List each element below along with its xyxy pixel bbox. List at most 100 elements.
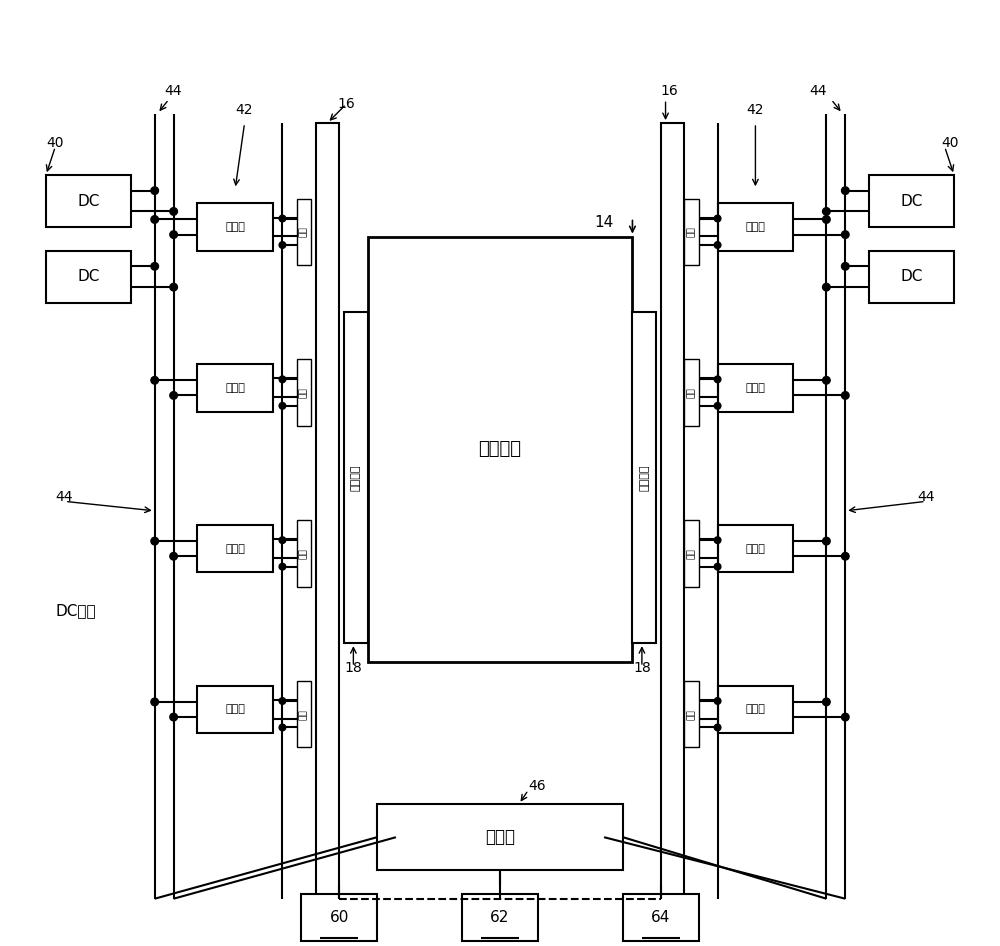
- Text: 电梯轿廂: 电梯轿廂: [479, 440, 522, 459]
- Bar: [869, 175, 954, 227]
- Text: 定子: 定子: [687, 548, 696, 559]
- Circle shape: [714, 242, 721, 249]
- Circle shape: [279, 377, 286, 383]
- Text: 62: 62: [490, 910, 510, 925]
- Text: 42: 42: [746, 102, 763, 116]
- Circle shape: [151, 377, 158, 384]
- Text: 44: 44: [918, 490, 935, 504]
- Bar: [297, 681, 311, 747]
- Circle shape: [279, 537, 286, 543]
- Text: 定子: 定子: [299, 709, 308, 720]
- Circle shape: [151, 187, 158, 195]
- Circle shape: [823, 284, 830, 291]
- Bar: [297, 359, 311, 426]
- Text: 40: 40: [941, 135, 959, 149]
- Bar: [368, 236, 632, 662]
- Text: 44: 44: [55, 490, 73, 504]
- Bar: [661, 123, 684, 899]
- Text: 控制器: 控制器: [485, 828, 515, 847]
- Bar: [197, 364, 273, 412]
- Bar: [632, 312, 656, 643]
- Bar: [718, 203, 793, 251]
- Text: 18: 18: [633, 660, 651, 674]
- Circle shape: [151, 698, 158, 706]
- Text: 驱动器: 驱动器: [745, 222, 765, 232]
- Text: DC: DC: [77, 270, 100, 284]
- Text: 44: 44: [164, 83, 182, 97]
- Circle shape: [170, 208, 177, 216]
- Circle shape: [823, 537, 830, 545]
- Bar: [197, 525, 273, 572]
- Text: DC: DC: [77, 194, 100, 208]
- Bar: [623, 894, 699, 941]
- Circle shape: [842, 552, 849, 560]
- Text: 定子: 定子: [687, 226, 696, 237]
- Bar: [301, 894, 377, 941]
- Text: 定子: 定子: [299, 226, 308, 237]
- Text: 18: 18: [344, 660, 362, 674]
- Circle shape: [151, 537, 158, 545]
- Circle shape: [170, 231, 177, 238]
- Bar: [718, 686, 793, 733]
- Text: 定子: 定子: [299, 387, 308, 398]
- Circle shape: [842, 231, 849, 238]
- Bar: [684, 681, 699, 747]
- Bar: [316, 123, 339, 899]
- Text: 驱动器: 驱动器: [225, 383, 245, 393]
- Circle shape: [714, 725, 721, 730]
- Circle shape: [279, 698, 286, 704]
- Bar: [869, 251, 954, 303]
- Text: 驱动器: 驱动器: [745, 544, 765, 553]
- Text: 驱动器: 驱动器: [225, 544, 245, 553]
- Bar: [718, 525, 793, 572]
- Text: 驱动器: 驱动器: [225, 222, 245, 232]
- Circle shape: [714, 563, 721, 569]
- Circle shape: [279, 242, 286, 249]
- Text: 定子: 定子: [687, 387, 696, 398]
- Circle shape: [279, 403, 286, 410]
- Circle shape: [823, 216, 830, 223]
- Bar: [297, 199, 311, 265]
- Circle shape: [170, 392, 177, 399]
- Bar: [297, 520, 311, 587]
- Circle shape: [842, 713, 849, 721]
- Circle shape: [151, 263, 158, 271]
- Bar: [197, 686, 273, 733]
- Circle shape: [714, 215, 721, 222]
- Circle shape: [842, 263, 849, 271]
- Circle shape: [842, 187, 849, 195]
- Text: 16: 16: [337, 97, 355, 111]
- Circle shape: [714, 403, 721, 410]
- Text: 16: 16: [661, 83, 679, 97]
- Circle shape: [279, 563, 286, 569]
- Text: 定子: 定子: [299, 548, 308, 559]
- Text: 磁体阵列: 磁体阵列: [351, 464, 361, 491]
- Circle shape: [279, 215, 286, 222]
- Text: DC: DC: [900, 270, 923, 284]
- Bar: [684, 199, 699, 265]
- Text: 44: 44: [809, 83, 826, 97]
- Text: 64: 64: [651, 910, 671, 925]
- Bar: [46, 175, 131, 227]
- Circle shape: [823, 698, 830, 706]
- Bar: [684, 520, 699, 587]
- Text: 46: 46: [528, 779, 546, 793]
- Text: 60: 60: [329, 910, 349, 925]
- Circle shape: [170, 552, 177, 560]
- Circle shape: [842, 392, 849, 399]
- Circle shape: [823, 208, 830, 216]
- Text: 14: 14: [594, 215, 614, 230]
- Text: 42: 42: [235, 102, 253, 116]
- Text: 驱动器: 驱动器: [745, 705, 765, 714]
- Text: 40: 40: [46, 135, 63, 149]
- Text: 定子: 定子: [687, 709, 696, 720]
- Bar: [462, 894, 538, 941]
- Text: 驱动器: 驱动器: [745, 383, 765, 393]
- Circle shape: [714, 377, 721, 383]
- Bar: [197, 203, 273, 251]
- Circle shape: [714, 698, 721, 704]
- Bar: [344, 312, 368, 643]
- Text: 驱动器: 驱动器: [225, 705, 245, 714]
- Text: DC母线: DC母线: [55, 603, 96, 618]
- Bar: [684, 359, 699, 426]
